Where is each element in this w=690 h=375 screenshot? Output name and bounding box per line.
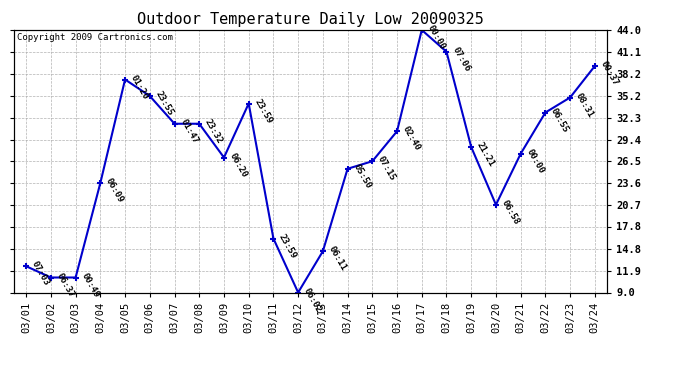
Text: 01:20: 01:20	[129, 73, 150, 101]
Text: 07:06: 07:06	[451, 45, 471, 73]
Text: 00:49: 00:49	[79, 271, 101, 299]
Title: Outdoor Temperature Daily Low 20090325: Outdoor Temperature Daily Low 20090325	[137, 12, 484, 27]
Text: Copyright 2009 Cartronics.com: Copyright 2009 Cartronics.com	[17, 33, 172, 42]
Text: 07:03: 07:03	[30, 260, 51, 288]
Text: 05:50: 05:50	[351, 162, 373, 190]
Text: 06:11: 06:11	[326, 245, 348, 273]
Text: 23:59: 23:59	[277, 232, 299, 260]
Text: 21:21: 21:21	[475, 141, 496, 168]
Text: 06:02: 06:02	[302, 286, 323, 314]
Text: 00:37: 00:37	[599, 60, 620, 87]
Text: 06:20: 06:20	[228, 151, 249, 179]
Text: 06:09: 06:09	[104, 177, 126, 204]
Text: 02:40: 02:40	[401, 125, 422, 153]
Text: 06:55: 06:55	[549, 106, 571, 134]
Text: 06:37: 06:37	[55, 271, 76, 299]
Text: 08:31: 08:31	[574, 91, 595, 119]
Text: 00:00: 00:00	[426, 24, 447, 51]
Text: 23:32: 23:32	[203, 117, 224, 145]
Text: 23:55: 23:55	[154, 90, 175, 117]
Text: 07:15: 07:15	[376, 155, 397, 183]
Text: 00:00: 00:00	[524, 147, 546, 175]
Text: 01:47: 01:47	[178, 117, 199, 145]
Text: 23:59: 23:59	[253, 97, 274, 125]
Text: 06:58: 06:58	[500, 198, 521, 226]
